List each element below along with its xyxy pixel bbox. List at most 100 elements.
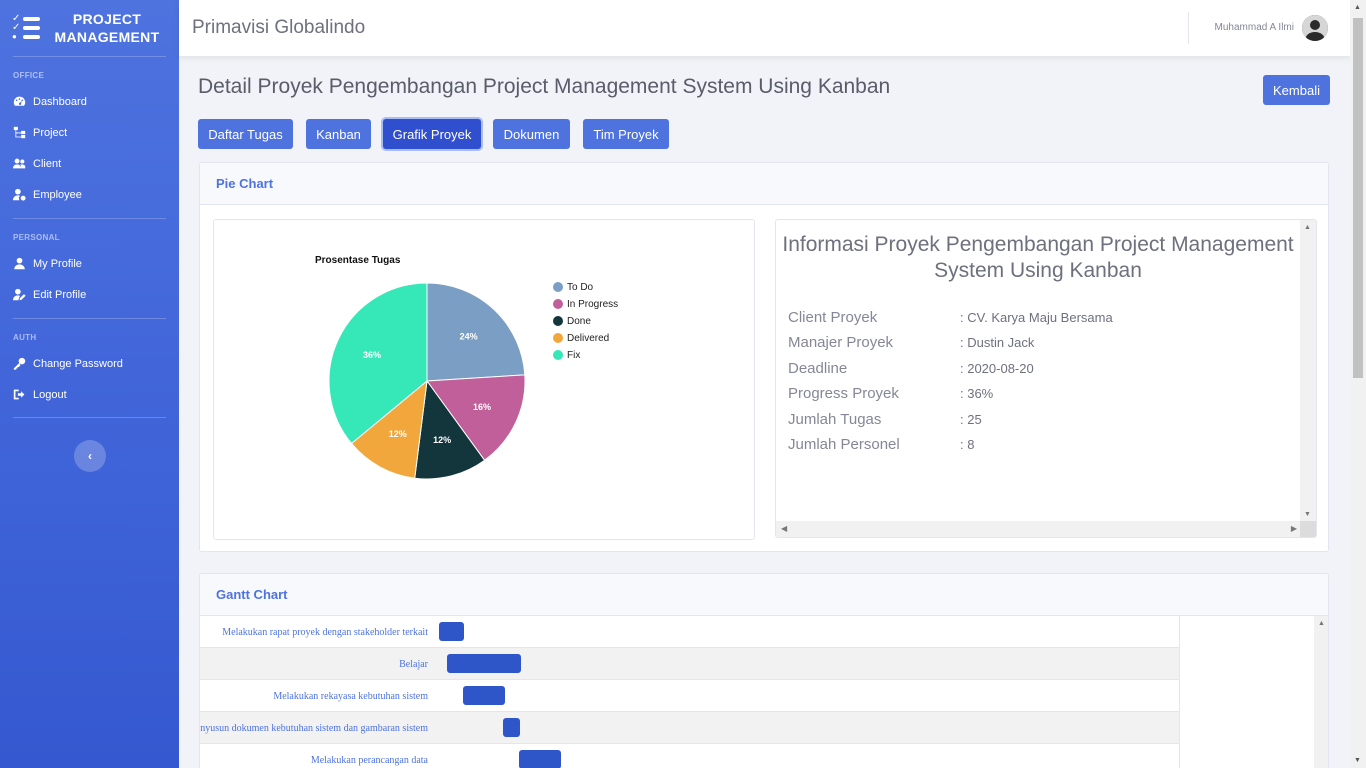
sidebar-item-label: Edit Profile [33,288,87,301]
user-name[interactable]: Muhammad A Ilmi [1214,22,1294,33]
scroll-up-icon[interactable]: ▲ [1304,224,1311,231]
tab-grafik-proyek[interactable]: Grafik Proyek [383,119,481,149]
gantt-row: Melakukan perancangan data [200,744,1179,768]
legend-marker [553,282,563,292]
section-title-office: OFFICE [13,71,45,80]
sidebar-item-dashboard[interactable]: Dashboard [0,86,179,117]
tab-tim-proyek[interactable]: Tim Proyek [583,119,669,149]
project-info-title: Informasi Proyek Pengembangan Project Ma… [782,233,1294,282]
info-label-deadline: Deadline [788,360,848,377]
gantt-task-label: Melakukan rekayasa kebutuhan sistem [273,691,428,702]
tab-dokumen[interactable]: Dokumen [493,119,570,149]
sidebar-item-client[interactable]: Client [0,148,179,179]
gantt-chart-area: Melakukan rapat proyek dengan stakeholde… [200,616,1328,768]
pie-chart-title: Prosentase Tugas [315,255,401,266]
gantt-row: Melakukan rekayasa kebutuhan sistem [200,680,1179,712]
avatar[interactable] [1302,15,1328,41]
gantt-row: Melakukan rapat proyek dengan stakeholde… [200,616,1179,648]
scroll-up-icon[interactable]: ▲ [1354,4,1361,11]
sidebar-item-label: My Profile [33,257,82,270]
gantt-divider [1179,616,1180,768]
sidebar-divider [13,218,166,219]
gantt-task-bar[interactable] [447,654,521,673]
sidebar-divider [13,56,166,57]
legend-entry[interactable]: To Do [567,282,594,293]
pie-slice-label: 16% [473,402,491,412]
sidebar-item-label: Employee [33,188,82,201]
info-value-deadline: : 2020-08-20 [960,361,1034,376]
info-value-client: : CV. Karya Maju Bersama [960,310,1113,325]
info-label-task-count: Jumlah Tugas [788,411,882,428]
sidebar-item-my-profile[interactable]: My Profile [0,248,179,279]
pie-slice-in-progress[interactable] [426,374,526,461]
scroll-down-icon[interactable]: ▼ [1354,757,1361,764]
user-icon [13,257,26,270]
sidebar-item-label: Dashboard [33,95,87,108]
pie-chart: Prosentase Tugas 24% 16% 12% 12% 36% To Do In… [315,255,618,480]
scroll-down-icon[interactable]: ▼ [1304,511,1311,518]
sidebar-item-employee[interactable]: Employee [0,179,179,210]
gantt-task-bar[interactable] [519,750,561,768]
sidebar-item-label: Change Password [33,357,123,370]
key-icon [13,357,26,370]
legend-entry[interactable]: In Progress [567,299,618,310]
pie-slice-to-do[interactable] [426,282,526,382]
sidebar-item-logout[interactable]: Logout [0,379,179,410]
info-horizontal-scrollbar[interactable]: ◀ ▶ [776,521,1302,537]
sidebar-item-edit-profile[interactable]: Edit Profile [0,279,179,310]
sitemap-icon [13,126,26,139]
tachometer-icon [13,95,26,108]
info-label-manager: Manajer Proyek [788,334,894,351]
page-title: Detail Proyek Pengembangan Project Manag… [198,75,891,98]
brand[interactable]: ✓ ✓ ● PROJECT MANAGEMENT [0,0,179,56]
info-vertical-scrollbar[interactable]: ▲ ▼ [1300,220,1316,522]
back-button[interactable]: Kembali [1263,75,1330,105]
sidebar-item-label: Client [33,157,62,170]
sidebar-item-project[interactable]: Project [0,117,179,148]
tab-daftar-tugas[interactable]: Daftar Tugas [198,119,293,149]
legend-entry[interactable]: Fix [567,350,580,361]
gantt-task-label: Melakukan rapat proyek dengan stakeholde… [222,627,428,638]
sidebar: ✓ ✓ ● PROJECT MANAGEMENT OFFICE Dashboar… [0,0,179,768]
legend-entry[interactable]: Done [567,316,591,327]
sidebar-item-label: Project [33,126,68,139]
gantt-task-bar[interactable] [503,718,520,737]
info-value-manager: : Dustin Jack [960,335,1035,350]
legend-marker [553,333,563,343]
gantt-chart-card-header: Gantt Chart [200,574,1328,616]
section-title-personal: PERSONAL [13,233,60,242]
pie-slice-fix[interactable] [328,282,428,445]
pie-slice-done[interactable] [414,379,486,480]
scroll-right-icon[interactable]: ▶ [1290,524,1297,533]
gantt-vertical-scrollbar[interactable]: ▲ [1314,616,1328,768]
pie-slice-label: 12% [433,435,451,445]
legend-entry[interactable]: Delivered [567,333,609,344]
legend-marker [553,299,563,309]
gantt-task-bar[interactable] [463,686,505,705]
page-scrollbar-thumb[interactable] [1353,18,1363,378]
info-value-task-count: : 25 [960,412,982,427]
gantt-task-bar[interactable] [439,622,464,641]
tab-kanban[interactable]: Kanban [306,119,371,149]
topbar-divider [1188,12,1189,44]
pie-slice-delivered[interactable] [350,379,428,479]
gantt-task-label: Melakukan perancangan data [310,755,428,766]
tasks-icon: ✓ ✓ ● [12,14,40,41]
scrollbar-corner [1300,521,1316,537]
sign-out-icon [13,388,26,401]
sidebar-item-label: Logout [33,388,67,401]
info-label-personnel: Jumlah Personel [788,436,900,453]
sidebar-toggle-button[interactable]: ‹ [74,440,106,472]
scroll-up-icon[interactable]: ▲ [1318,620,1325,627]
brand-text: PROJECT MANAGEMENT [54,11,160,45]
info-value-progress: : 36% [960,386,994,401]
pie-slice-label: 36% [363,350,381,360]
scroll-left-icon[interactable]: ◀ [781,524,788,533]
info-label-client: Client Proyek [788,309,878,326]
section-title-auth: AUTH [13,333,37,342]
gantt-row: Belajar [200,648,1179,680]
chevron-left-icon: ‹ [88,449,92,463]
legend-marker [553,316,563,326]
page-scrollbar[interactable]: ▲ ▼ [1350,0,1366,768]
sidebar-item-change-password[interactable]: Change Password [0,348,179,379]
